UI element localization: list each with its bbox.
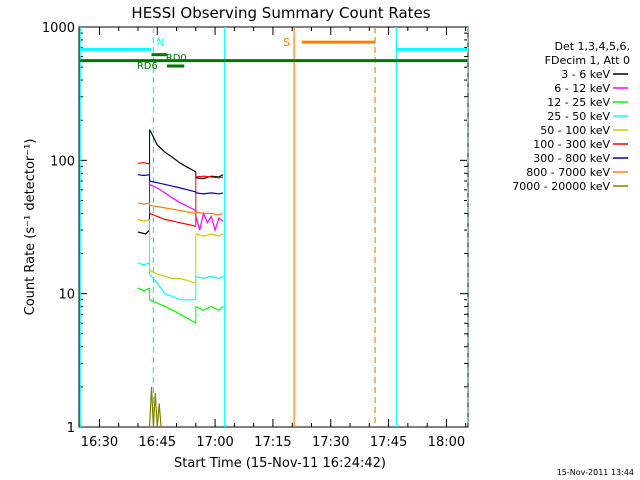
x-tick-label: 17:45	[370, 435, 407, 450]
legend-entry-label: 12 - 25 keV	[547, 96, 610, 109]
series-line	[195, 175, 223, 179]
series-line	[149, 212, 196, 227]
y-tick-label: 100	[50, 154, 75, 169]
x-tick-label: 17:00	[196, 435, 233, 450]
legend-entry-label: 800 - 7000 keV	[526, 166, 610, 179]
series-line	[149, 299, 197, 324]
legend-entry-label: 300 - 800 keV	[533, 152, 610, 165]
y-tick-label: 1	[67, 421, 75, 436]
series-line	[137, 229, 151, 235]
legend-entry-label: 25 - 50 keV	[547, 110, 610, 123]
x-tick-label: 17:30	[312, 435, 349, 450]
series-line	[149, 180, 196, 193]
series-line	[195, 233, 224, 237]
legend: Det 1,3,4,5,6,FDecim 1, Att 03 - 6 keV6 …	[512, 40, 630, 193]
legend-entry-label: 50 - 100 keV	[540, 124, 610, 137]
series-line	[149, 204, 196, 214]
x-tick-label: 16:30	[81, 435, 118, 450]
legend-entry-label: 100 - 300 keV	[533, 138, 610, 151]
series-line	[195, 192, 223, 195]
y-tick-label: 1000	[42, 21, 75, 36]
series-line	[195, 211, 224, 233]
series-line	[195, 275, 224, 280]
series-line	[137, 162, 150, 165]
series-line	[149, 129, 197, 173]
plot-frame	[78, 26, 469, 428]
chart-title: HESSI Observing Summary Count Rates	[131, 4, 430, 22]
attenuator-marker-label: S	[283, 36, 290, 49]
overlay-layer: N S RD6 RD0	[79, 27, 469, 427]
series-line	[137, 202, 150, 205]
spin-mode-label: RD0	[166, 53, 187, 64]
y-tick-label: 10	[58, 288, 75, 303]
series-line	[137, 174, 150, 177]
series-line	[137, 218, 150, 222]
series-line	[149, 183, 197, 212]
series-layer	[137, 129, 224, 428]
series-line	[195, 174, 224, 180]
series-line	[137, 287, 150, 292]
series-line	[137, 262, 150, 266]
series-line	[195, 305, 224, 312]
x-tick-label: 16:45	[139, 435, 176, 450]
x-tick-label: 17:15	[254, 435, 291, 450]
y-axis-label: Count Rate (s⁻¹ detector⁻¹)	[23, 139, 38, 316]
legend-header: FDecim 1, Att 0	[545, 54, 630, 67]
legend-header: Det 1,3,4,5,6,	[554, 40, 630, 53]
x-axis-label: Start Time (15-Nov-11 16:24:42)	[174, 456, 386, 471]
spin-mode-label: RD6	[137, 61, 158, 72]
series-line	[149, 386, 162, 428]
legend-entry-label: 7000 - 20000 keV	[512, 180, 610, 193]
generated-timestamp: 15-Nov-2011 13:44	[557, 468, 634, 477]
series-line	[149, 273, 196, 301]
series-line	[149, 269, 196, 284]
attenuator-marker-label: N	[156, 36, 164, 49]
axes-layer: 1 10 100 1000 16:30 16:45 17:00 17:15 17:30 17:45…	[42, 21, 468, 450]
x-tick-label: 18:00	[428, 435, 465, 450]
legend-entry-label: 6 - 12 keV	[554, 82, 610, 95]
legend-entry-label: 3 - 6 keV	[561, 68, 610, 81]
series-line	[195, 211, 224, 216]
